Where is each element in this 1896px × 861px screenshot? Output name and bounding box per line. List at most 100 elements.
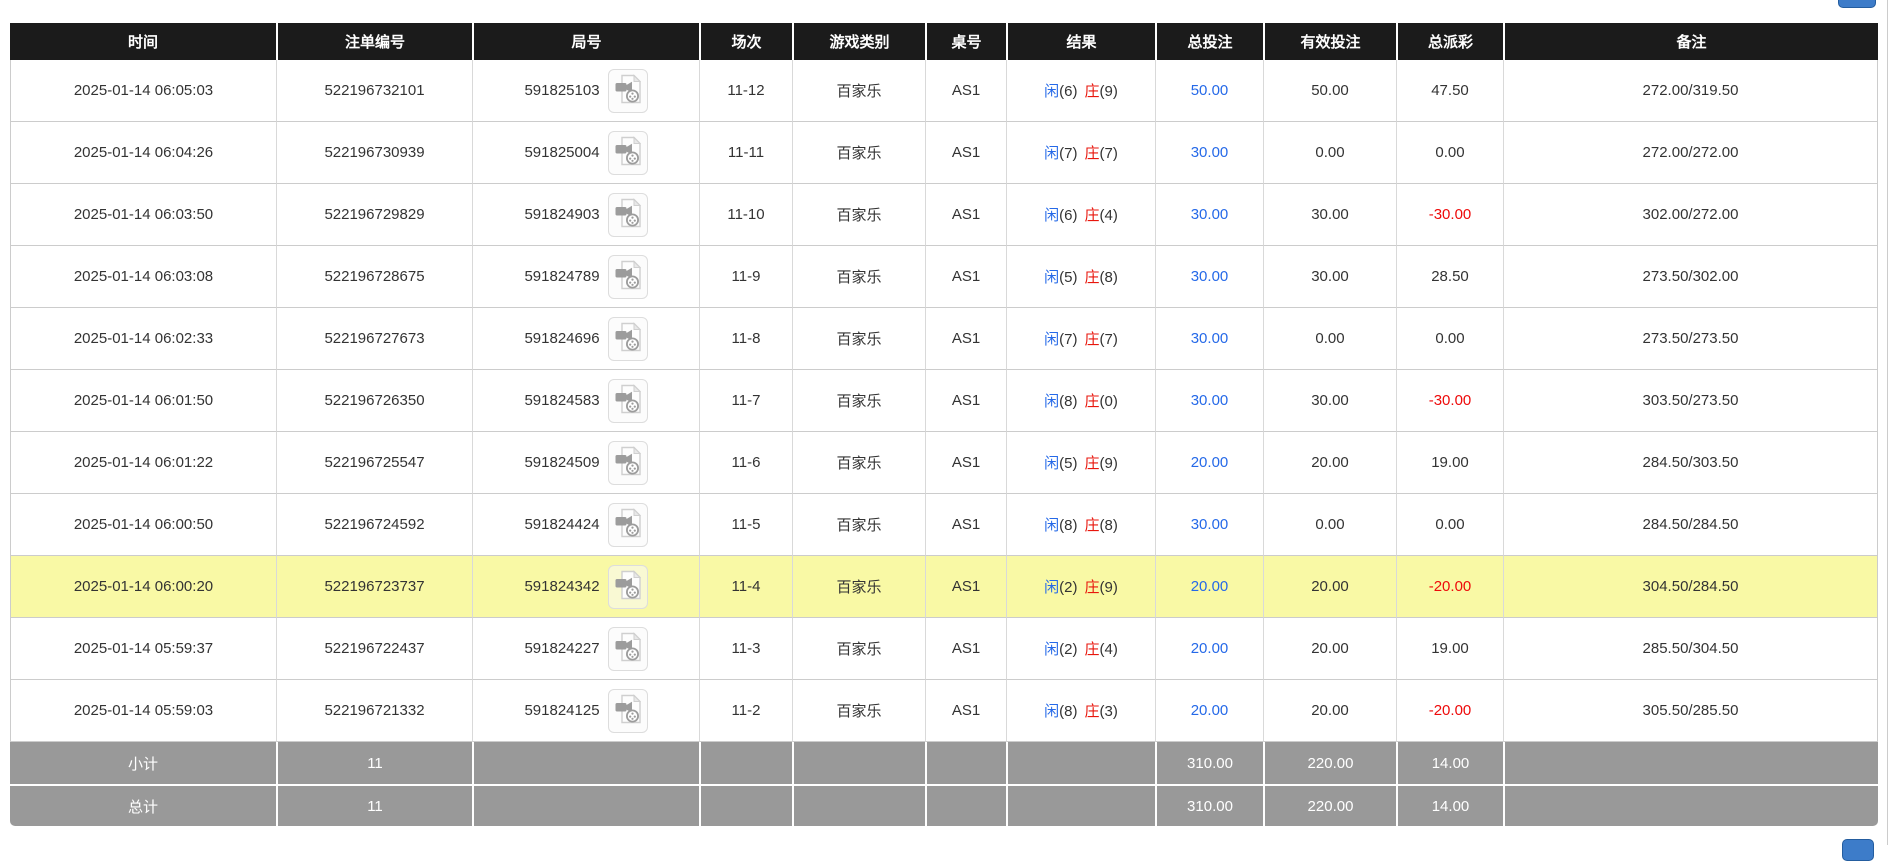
- header-round-id: 局号: [472, 23, 699, 60]
- banker-result-label: 庄: [1084, 83, 1100, 100]
- banker-result-points: (9): [1099, 579, 1118, 596]
- player-result-label: 闲: [1044, 579, 1060, 596]
- result-cell: 闲(2) 庄(4): [1006, 618, 1155, 680]
- video-replay-button[interactable]: [607, 626, 648, 671]
- result-cell: 闲(7) 庄(7): [1006, 308, 1155, 370]
- grand-total-total-bet: 310.00: [1155, 784, 1263, 826]
- session-cell: 11-5: [699, 494, 792, 556]
- empty-cell: [1503, 742, 1878, 784]
- table-row[interactable]: 2025-01-14 06:01:50 522196726350 5918245…: [10, 370, 1878, 432]
- table-no-cell: AS1: [925, 680, 1006, 742]
- remark-cell: 285.50/304.50: [1503, 618, 1878, 680]
- total-bet-cell: 30.00: [1155, 246, 1263, 308]
- table-footer: 小计 11 310.00 220.00 14.00 总计 11: [10, 742, 1878, 826]
- player-result-label: 闲: [1044, 641, 1060, 658]
- time-cell: 2025-01-14 05:59:37: [10, 618, 276, 680]
- table-no-cell: AS1: [925, 556, 1006, 618]
- subtotal-row: 小计 11 310.00 220.00 14.00: [10, 742, 1878, 784]
- video-replay-button[interactable]: [607, 502, 648, 547]
- banker-result-label: 庄: [1084, 393, 1100, 410]
- player-result-points: (8): [1059, 393, 1078, 410]
- game-type-cell: 百家乐: [792, 432, 925, 494]
- table-no-cell: AS1: [925, 184, 1006, 246]
- floating-button-bottom[interactable]: [1842, 839, 1874, 861]
- video-replay-button[interactable]: [607, 688, 648, 733]
- player-result-label: 闲: [1044, 517, 1060, 534]
- result-cell: 闲(8) 庄(8): [1006, 494, 1155, 556]
- game-type-cell: 百家乐: [792, 60, 925, 122]
- video-replay-button[interactable]: [607, 68, 648, 113]
- banker-result-label: 庄: [1084, 579, 1100, 596]
- round-id: 591824227: [524, 640, 600, 657]
- table-row[interactable]: 2025-01-14 06:00:50 522196724592 5918244…: [10, 494, 1878, 556]
- round-id: 591824583: [524, 392, 600, 409]
- bet-id-cell: 522196725547: [276, 432, 472, 494]
- result-cell: 闲(7) 庄(7): [1006, 122, 1155, 184]
- round-id: 591824903: [524, 206, 600, 223]
- round-id-cell: 591825004: [472, 122, 699, 184]
- banker-result-label: 庄: [1084, 269, 1100, 286]
- valid-bet-cell: 30.00: [1263, 184, 1396, 246]
- video-replay-button[interactable]: [607, 440, 648, 485]
- remark-cell: 302.00/272.00: [1503, 184, 1878, 246]
- payout-cell: -20.00: [1396, 556, 1503, 618]
- game-type-cell: 百家乐: [792, 122, 925, 184]
- time-cell: 2025-01-14 06:00:50: [10, 494, 276, 556]
- player-result-points: (7): [1059, 145, 1078, 162]
- table-row[interactable]: 2025-01-14 06:03:50 522196729829 5918249…: [10, 184, 1878, 246]
- video-replay-button[interactable]: [607, 316, 648, 361]
- banker-result-points: (9): [1099, 83, 1118, 100]
- total-bet-cell: 30.00: [1155, 370, 1263, 432]
- subtotal-payout: 14.00: [1396, 742, 1503, 784]
- result-cell: 闲(6) 庄(9): [1006, 60, 1155, 122]
- game-type-cell: 百家乐: [792, 184, 925, 246]
- round-id: 591825004: [524, 144, 600, 161]
- video-replay-button[interactable]: [607, 192, 648, 237]
- player-result-points: (6): [1059, 83, 1078, 100]
- table-row[interactable]: 2025-01-14 06:04:26 522196730939 5918250…: [10, 122, 1878, 184]
- total-bet-cell: 30.00: [1155, 184, 1263, 246]
- table-row[interactable]: 2025-01-14 05:59:03 522196721332 5918241…: [10, 680, 1878, 742]
- table-row[interactable]: 2025-01-14 06:03:08 522196728675 5918247…: [10, 246, 1878, 308]
- table-row[interactable]: 2025-01-14 05:59:37 522196722437 5918242…: [10, 618, 1878, 680]
- round-id-cell: 591824789: [472, 246, 699, 308]
- session-cell: 11-10: [699, 184, 792, 246]
- table-no-cell: AS1: [925, 618, 1006, 680]
- valid-bet-cell: 20.00: [1263, 680, 1396, 742]
- payout-cell: 0.00: [1396, 494, 1503, 556]
- session-cell: 11-9: [699, 246, 792, 308]
- table-row[interactable]: 2025-01-14 06:01:22 522196725547 5918245…: [10, 432, 1878, 494]
- result-cell: 闲(8) 庄(3): [1006, 680, 1155, 742]
- round-id: 591824424: [524, 516, 600, 533]
- game-type-cell: 百家乐: [792, 680, 925, 742]
- remark-cell: 272.00/272.00: [1503, 122, 1878, 184]
- table-row[interactable]: 2025-01-14 06:02:33 522196727673 5918246…: [10, 308, 1878, 370]
- banker-result-label: 庄: [1084, 331, 1100, 348]
- table-row[interactable]: 2025-01-14 06:00:20 522196723737 5918243…: [10, 556, 1878, 618]
- floating-button-top[interactable]: [1838, 0, 1876, 8]
- banker-result-label: 庄: [1084, 703, 1100, 720]
- total-bet-cell: 20.00: [1155, 556, 1263, 618]
- total-bet-cell: 30.00: [1155, 308, 1263, 370]
- video-icon: [615, 508, 641, 541]
- valid-bet-cell: 50.00: [1263, 60, 1396, 122]
- bet-id-cell: 522196723737: [276, 556, 472, 618]
- video-icon: [615, 384, 641, 417]
- bet-id-cell: 522196732101: [276, 60, 472, 122]
- video-replay-button[interactable]: [607, 130, 648, 175]
- subtotal-valid-bet: 220.00: [1263, 742, 1396, 784]
- empty-cell: [792, 742, 925, 784]
- payout-cell: 19.00: [1396, 432, 1503, 494]
- video-icon: [615, 446, 641, 479]
- table-row[interactable]: 2025-01-14 06:05:03 522196732101 5918251…: [10, 60, 1878, 122]
- empty-cell: [472, 784, 699, 826]
- player-result-points: (2): [1059, 641, 1078, 658]
- banker-result-label: 庄: [1084, 641, 1100, 658]
- video-icon: [615, 322, 641, 355]
- banker-result-points: (0): [1099, 393, 1118, 410]
- video-replay-button[interactable]: [607, 254, 648, 299]
- video-replay-button[interactable]: [607, 378, 648, 423]
- payout-cell: -20.00: [1396, 680, 1503, 742]
- video-replay-button[interactable]: [607, 564, 648, 609]
- time-cell: 2025-01-14 06:02:33: [10, 308, 276, 370]
